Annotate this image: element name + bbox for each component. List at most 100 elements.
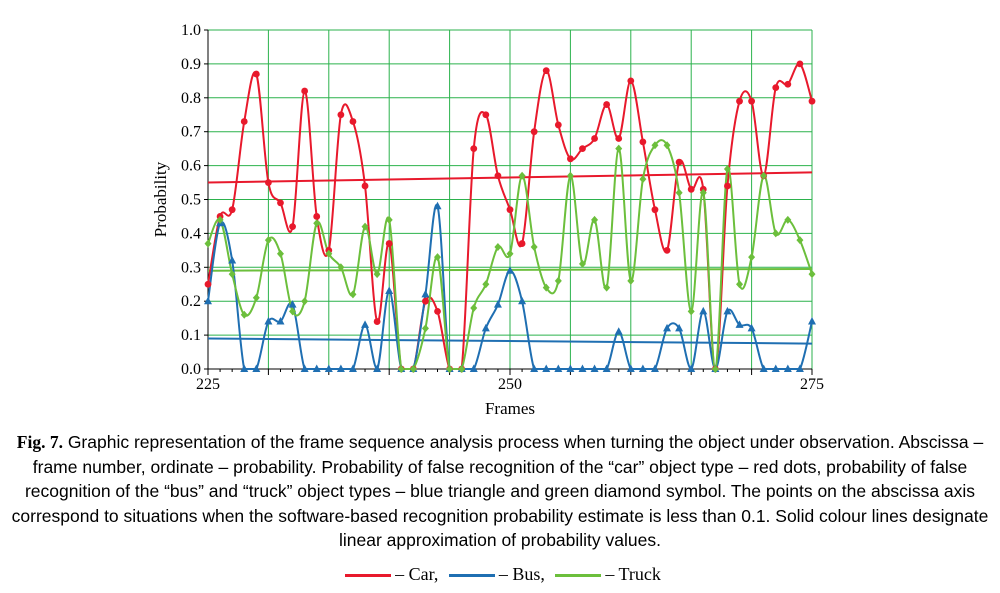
marker-car (265, 179, 272, 186)
marker-car (277, 199, 284, 207)
marker-truck (446, 365, 454, 373)
marker-bus (687, 364, 696, 372)
marker-truck (518, 171, 526, 180)
marker-car (736, 97, 743, 105)
marker-car (603, 101, 611, 108)
legend-label-truck: – Truck (605, 564, 661, 584)
marker-truck (397, 365, 405, 373)
marker-car (228, 206, 236, 214)
marker-bus (204, 296, 212, 305)
marker-bus (566, 364, 575, 372)
marker-car (470, 145, 478, 153)
marker-truck (554, 276, 562, 285)
marker-truck (627, 276, 635, 285)
trend-line-car (207, 171, 813, 184)
marker-bus (312, 364, 321, 372)
marker-bus (300, 364, 309, 372)
legend-item-truck: – Truck (549, 564, 661, 585)
marker-truck (591, 215, 599, 224)
marker-bus (252, 364, 261, 372)
marker-car (434, 307, 441, 315)
legend-label-bus: – Bus, (498, 564, 545, 584)
marker-bus (771, 364, 780, 372)
marker-truck (313, 219, 321, 228)
marker-bus (228, 256, 237, 264)
marker-bus (723, 306, 732, 315)
marker-bus (759, 364, 768, 372)
y-tick-label: 0.2 (181, 293, 201, 310)
marker-bus (518, 296, 527, 305)
marker-truck (530, 242, 538, 251)
chart-ticks: 0.0 0.1 0.2 0.3 0.4 0.5 0.6 0.7 0.8 0.9 1.0 225 250 2… (181, 22, 824, 393)
marker-truck (699, 188, 707, 197)
marker-truck (216, 215, 224, 224)
marker-car (204, 280, 212, 288)
marker-bus (469, 364, 478, 372)
marker-truck (578, 259, 586, 268)
marker-truck (325, 249, 333, 258)
y-tick-label: 0.5 (181, 192, 201, 209)
marker-bus (675, 323, 684, 332)
y-tick-label: 0.9 (181, 56, 201, 73)
marker-car (530, 128, 538, 136)
marker-truck (784, 215, 792, 224)
marker-bus (361, 320, 370, 328)
y-tick-label: 0.1 (181, 327, 201, 344)
marker-bus (747, 323, 756, 332)
chart-plot: 0.0 0.1 0.2 0.3 0.4 0.5 0.6 0.7 0.8 0.9 1.0 225 250 2… (151, 22, 824, 418)
y-tick-label: 0.4 (181, 225, 201, 242)
marker-car (542, 67, 550, 75)
figure-caption: Fig. 7. Graphic representation of the fr… (0, 430, 1000, 553)
marker-truck (748, 253, 756, 262)
marker-car (796, 60, 804, 68)
marker-car (724, 182, 731, 190)
y-tick-label: 0.8 (181, 90, 201, 107)
caption-text: Graphic representation of the frame sequ… (11, 432, 989, 551)
marker-truck (301, 297, 309, 306)
marker-truck (361, 222, 369, 231)
marker-car (337, 111, 345, 119)
y-axis-label: Probability (151, 161, 170, 237)
marker-bus (421, 289, 430, 298)
marker-bus (542, 364, 551, 372)
marker-bus (650, 364, 659, 372)
marker-car (784, 80, 792, 88)
marker-bus (614, 327, 623, 335)
x-tick-label: 225 (196, 376, 220, 393)
marker-truck (506, 249, 514, 258)
marker-truck (264, 236, 272, 245)
marker-car (675, 158, 683, 166)
marker-bus (506, 266, 514, 274)
marker-truck (651, 141, 659, 150)
marker-car (651, 206, 659, 214)
marker-truck (615, 144, 623, 153)
legend-swatch-car (345, 574, 392, 578)
marker-bus (288, 300, 297, 308)
marker-bus (735, 320, 744, 328)
legend-swatch-truck (555, 574, 602, 578)
x-axis-label: Frames (485, 399, 535, 418)
legend-swatch-bus (448, 574, 495, 578)
marker-truck (542, 283, 550, 292)
marker-bus (493, 300, 502, 308)
marker-car (482, 111, 490, 119)
marker-bus (336, 364, 345, 372)
marker-truck (240, 310, 248, 319)
marker-truck (482, 280, 490, 289)
marker-truck (808, 270, 816, 279)
marker-bus (433, 201, 442, 210)
marker-car (373, 318, 381, 325)
y-tick-label: 1.0 (181, 22, 201, 39)
marker-bus (578, 364, 587, 372)
marker-bus (795, 364, 804, 372)
marker-truck (252, 293, 260, 302)
marker-truck (566, 171, 574, 180)
marker-truck (373, 270, 381, 279)
marker-truck (723, 164, 731, 173)
marker-bus (264, 317, 273, 325)
marker-car (313, 213, 321, 220)
marker-bus (373, 364, 382, 372)
marker-truck (349, 290, 357, 299)
marker-car (663, 246, 671, 254)
y-tick-label: 0.6 (181, 158, 201, 175)
